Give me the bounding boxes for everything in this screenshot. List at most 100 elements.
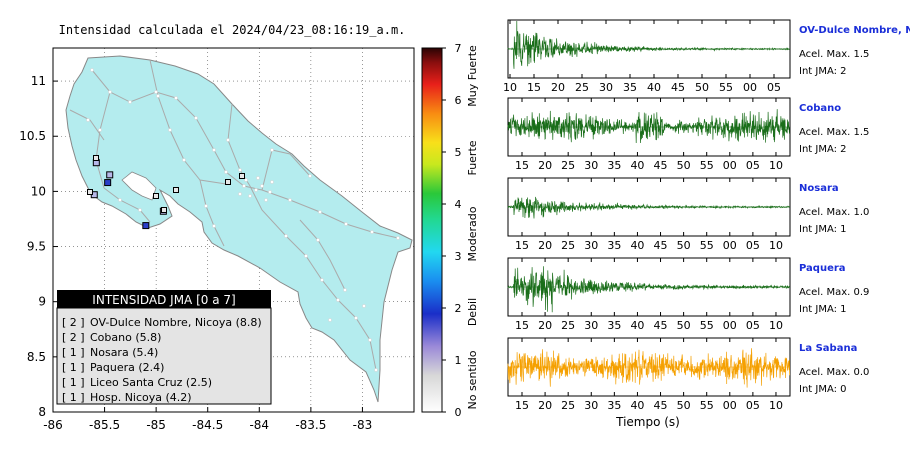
station-marker	[142, 222, 150, 230]
town-dot	[156, 94, 160, 98]
town-dot	[204, 204, 208, 208]
waveform-tick-label: 20	[538, 239, 552, 252]
colorbar-tick-label: 1	[455, 354, 462, 367]
station-marker-minor	[153, 193, 159, 199]
town-dot	[354, 316, 358, 320]
waveform-panels: 10 15 20 25 30 35 40 45 50 55 00 05 OV-Dulce Nombre,…	[503, 19, 910, 412]
waveform-tick-label: 00	[723, 399, 737, 412]
town-dot	[368, 338, 372, 342]
town-dot	[174, 96, 178, 100]
town-dot	[284, 234, 288, 238]
town-dot	[248, 194, 252, 198]
intensity-legend: INTENSIDAD JMA [0 a 7] [ 2 ] OV-Dulce Nom…	[56, 290, 272, 405]
colorbar-labels: No sentido Debil Moderado Fuerte Muy Fuerte	[466, 45, 479, 410]
town-dot	[212, 148, 216, 152]
map-x-tick-label: -84.5	[192, 418, 223, 432]
waveform-tick-label: 20	[538, 399, 552, 412]
map-x-tick-label: -85.5	[89, 418, 120, 432]
colorbar-label: No sentido	[466, 350, 479, 409]
legend-item-intensity: [ 2 ]	[62, 316, 85, 329]
map-title: Intensidad calculada el 2024/04/23_08:16…	[59, 23, 406, 37]
station-marker-minor	[93, 155, 99, 161]
waveform-station-name: Nosara	[799, 183, 839, 194]
town-dot	[128, 100, 132, 104]
waveform-trace	[507, 348, 791, 388]
colorbar-label: Moderado	[466, 206, 479, 261]
town-dot	[344, 222, 348, 226]
legend-item-intensity: [ 1 ]	[62, 391, 85, 404]
map-y-tick-label: 10.5	[19, 129, 46, 143]
waveform-tick-label: 00	[743, 81, 757, 94]
waveform-tick-label: 05	[746, 319, 760, 332]
map-y-ticks: 11 10.5 10 9.5 9 8.5 8	[19, 74, 58, 419]
legend-item-intensity: [ 1 ]	[62, 361, 85, 374]
waveform-tick-label: 55	[700, 399, 714, 412]
legend-body	[56, 307, 272, 405]
waveform-tick-label: 10	[769, 399, 783, 412]
town-dot	[328, 318, 332, 322]
waveform-accel: Acel. Max. 0.9	[799, 287, 869, 298]
town-dot	[288, 198, 292, 202]
map-x-tick-label: -85	[146, 418, 166, 432]
waveform-tick-label: 30	[584, 159, 598, 172]
waveform-station-name: OV-Dulce Nombre, Nicoya	[799, 25, 910, 36]
road-line	[199, 179, 225, 247]
map-plot: -86 -85.5 -85 -84.5 -84 -83.5 -83 11 10.5 10 9.5 9…	[19, 47, 415, 432]
waveform-intensity: Int JMA: 2	[799, 66, 847, 77]
town-dot	[370, 230, 374, 234]
waveform-tick-label: 15	[527, 81, 541, 94]
map-x-tick-label: -83.5	[295, 418, 326, 432]
waveform-accel: Acel. Max. 1.5	[799, 127, 869, 138]
colorbar-label: Debil	[466, 298, 479, 326]
waveform-tick-label: 50	[677, 319, 691, 332]
town-dot	[308, 174, 312, 178]
road-line	[69, 109, 105, 141]
waveform-tick-label: 00	[723, 159, 737, 172]
waveform-tick-label: 40	[630, 399, 644, 412]
legend-items: [ 2 ] OV-Dulce Nombre, Nicoya (8.8) [ 2 ] C…	[62, 316, 262, 404]
waveform-panel: 15 20 25 30 35 40 45 50 55 00 05 10 La Sabana Acel. M…	[507, 337, 869, 412]
waveform-accel: Acel. Max. 1.5	[799, 49, 869, 60]
waveform-tick-label: 45	[654, 239, 668, 252]
waveform-tick-label: 20	[538, 319, 552, 332]
legend-item-intensity: [ 1 ]	[62, 346, 85, 359]
map-x-tick-label: -86	[43, 418, 63, 432]
town-dot	[182, 158, 186, 162]
waveform-tick-label: 25	[561, 319, 575, 332]
waveform-tick-label: 35	[607, 159, 621, 172]
waveform-station-name: Cobano	[799, 103, 841, 114]
station-markers	[87, 155, 245, 230]
waveform-intensity: Int JMA: 2	[799, 144, 847, 155]
town-dot	[194, 116, 198, 120]
colorbar-tick-label: 5	[455, 146, 462, 159]
colorbar-tick-label: 3	[455, 250, 462, 263]
waveform-tick-label: 45	[654, 399, 668, 412]
road-line	[95, 91, 111, 189]
legend-header	[57, 290, 271, 308]
waveform-trace	[507, 20, 790, 69]
station-marker	[104, 179, 112, 187]
waveform-tick-label: 45	[671, 81, 685, 94]
colorbar-label: Fuerte	[466, 140, 479, 175]
waveform-tick-label: 45	[654, 159, 668, 172]
map-x-tick-label: -83	[353, 418, 373, 432]
waveform-tick-label: 25	[575, 81, 589, 94]
town-dot	[336, 298, 340, 302]
waveform-tick-label: 30	[599, 81, 613, 94]
waveform-tick-label: 20	[538, 159, 552, 172]
waveform-intensity: Int JMA: 1	[799, 224, 847, 235]
waveform-tick-label: 40	[647, 81, 661, 94]
waveform-tick-label: 20	[551, 81, 565, 94]
waveform-tick-label: 50	[677, 399, 691, 412]
road-line	[91, 69, 263, 191]
legend-item-intensity: [ 2 ]	[62, 331, 85, 344]
road-line	[103, 187, 151, 223]
town-dot	[154, 90, 158, 94]
map-y-tick-label: 8	[38, 405, 46, 419]
waveform-tick-label: 40	[630, 319, 644, 332]
map-x-ticks: -86 -85.5 -85 -84.5 -84 -83.5 -83	[43, 407, 372, 432]
waveform-tick-label: 55	[719, 81, 733, 94]
town-dot	[98, 128, 102, 132]
waveform-intensity: Int JMA: 0	[799, 384, 847, 395]
waveform-tick-label: 30	[584, 239, 598, 252]
